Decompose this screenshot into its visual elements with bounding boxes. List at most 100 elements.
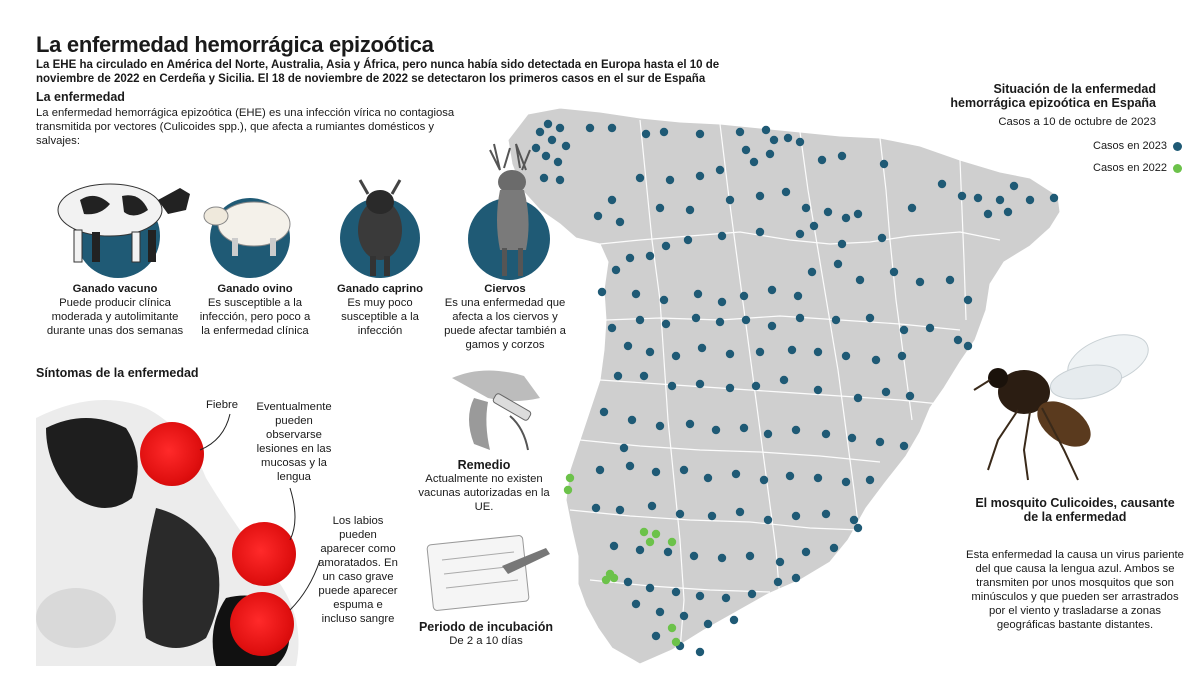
- lesions-marker: [232, 522, 296, 586]
- case-2023-marker: [541, 151, 551, 161]
- incubation-text: De 2 a 10 días: [449, 635, 523, 647]
- case-2023-marker: [647, 501, 657, 511]
- case-2023-marker: [725, 195, 735, 205]
- case-2023-marker: [879, 159, 889, 169]
- case-2023-marker: [925, 323, 935, 333]
- case-2023-marker: [555, 175, 565, 185]
- case-2023-marker: [877, 233, 887, 243]
- case-2022-marker: [639, 527, 649, 537]
- case-2023-marker: [769, 135, 779, 145]
- disease-text: La enfermedad hemorrágica epizoótica (EH…: [36, 107, 455, 147]
- case-2023-marker: [619, 443, 629, 453]
- case-2023-marker: [625, 461, 635, 471]
- incubation-title: Periodo de incubación: [418, 620, 554, 634]
- case-2023-marker: [841, 351, 851, 361]
- lips-marker: [230, 592, 294, 656]
- case-2023-marker: [667, 381, 677, 391]
- sheep-icon: [203, 201, 291, 256]
- deer-icon: [489, 143, 531, 276]
- case-2023-marker: [711, 425, 721, 435]
- cases-2023-layer: [531, 119, 1059, 657]
- case-2023-marker: [717, 231, 727, 241]
- case-2023-marker: [849, 515, 859, 525]
- legend-2023-label: Casos en 2023: [1093, 140, 1167, 152]
- case-2023-marker: [693, 289, 703, 299]
- case-2023-marker: [659, 127, 669, 137]
- case-2023-marker: [745, 551, 755, 561]
- case-2023-marker: [613, 371, 623, 381]
- case-2023-marker: [671, 351, 681, 361]
- remedy-title: Remedio: [457, 458, 511, 472]
- case-2023-marker: [899, 325, 909, 335]
- case-2023-marker: [635, 173, 645, 183]
- case-2023-marker: [781, 187, 791, 197]
- case-2023-marker: [595, 465, 605, 475]
- case-2023-marker: [611, 265, 621, 275]
- case-2022-marker: [671, 637, 681, 647]
- case-2023-marker: [741, 145, 751, 155]
- legend-2022-label: Casos en 2022: [1093, 162, 1167, 174]
- case-2023-marker: [645, 347, 655, 357]
- case-2023-marker: [607, 123, 617, 133]
- case-2022-marker: [645, 537, 655, 547]
- case-2023-marker: [963, 341, 973, 351]
- animal-cow-caption: Ganado vacuno Puede producir clínica mod…: [40, 282, 190, 338]
- animal-goat-desc: Es muy poco susceptible a la infección: [341, 297, 419, 337]
- case-2023-marker: [761, 125, 771, 135]
- case-2023-marker: [749, 157, 759, 167]
- case-2023-marker: [865, 475, 875, 485]
- case-2023-marker: [655, 421, 665, 431]
- case-2023-marker: [607, 195, 617, 205]
- case-2023-marker: [547, 135, 557, 145]
- case-2023-marker: [689, 551, 699, 561]
- case-2023-marker: [695, 379, 705, 389]
- case-2023-marker: [847, 433, 857, 443]
- case-2023-marker: [615, 217, 625, 227]
- case-2023-marker: [675, 509, 685, 519]
- case-2023-marker: [607, 323, 617, 333]
- incubation-block: Periodo de incubación De 2 a 10 días: [412, 620, 560, 648]
- lips-label: Los labios pueden aparecer como amoratad…: [318, 515, 398, 625]
- case-2023-marker: [751, 381, 761, 391]
- goat-icon: [358, 179, 402, 276]
- case-2023-marker: [821, 509, 831, 519]
- case-2023-marker: [599, 407, 609, 417]
- fever-marker: [140, 422, 204, 486]
- animal-deer-desc: Es una enfermedad que afecta a los cierv…: [444, 297, 566, 351]
- case-2023-marker: [775, 557, 785, 567]
- case-2022-marker: [667, 537, 677, 547]
- case-2023-marker: [639, 371, 649, 381]
- case-2023-marker: [645, 583, 655, 593]
- case-2023-marker: [661, 319, 671, 329]
- case-2023-marker: [973, 193, 983, 203]
- case-2023-marker: [641, 129, 651, 139]
- case-2023-marker: [801, 203, 811, 213]
- remedy-text: Actualmente no existen vacunas autorizad…: [418, 473, 550, 513]
- case-2023-marker: [691, 313, 701, 323]
- case-2023-marker: [755, 191, 765, 201]
- case-2023-marker: [631, 599, 641, 609]
- case-2023-marker: [963, 295, 973, 305]
- animal-cow-name: Ganado vacuno: [72, 283, 158, 295]
- case-2023-marker: [809, 221, 819, 231]
- case-2023-marker: [945, 275, 955, 285]
- case-2023-marker: [795, 313, 805, 323]
- animal-sheep-caption: Ganado ovino Es susceptible a la infecci…: [196, 282, 314, 338]
- case-2023-marker: [889, 267, 899, 277]
- case-2023-marker: [671, 587, 681, 597]
- case-2023-marker: [703, 473, 713, 483]
- case-2023-marker: [591, 503, 601, 513]
- case-2023-marker: [767, 321, 777, 331]
- case-2023-marker: [1009, 181, 1019, 191]
- case-2023-marker: [695, 591, 705, 601]
- case-2023-marker: [539, 173, 549, 183]
- animal-sheep-desc: Es susceptible a la infección, pero poco…: [199, 297, 311, 337]
- case-2023-marker: [561, 141, 571, 151]
- case-2023-marker: [695, 647, 705, 657]
- case-2023-marker: [865, 313, 875, 323]
- case-2023-marker: [651, 467, 661, 477]
- case-2023-marker: [697, 343, 707, 353]
- case-2023-marker: [763, 515, 773, 525]
- case-2023-marker: [957, 191, 967, 201]
